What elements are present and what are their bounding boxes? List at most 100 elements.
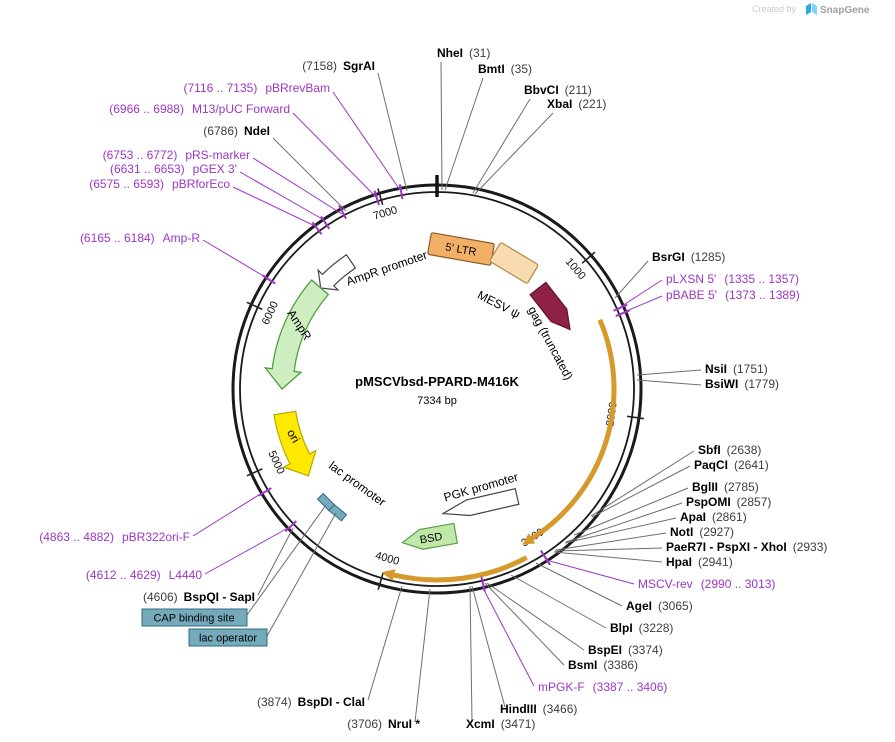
leader-sgrai — [377, 72, 408, 192]
site-label-bglii[interactable]: BglII (2785) — [692, 480, 759, 494]
leader-bmti — [444, 77, 484, 191]
site-label-bmti[interactable]: BmtI (35) — [478, 62, 532, 76]
primer-label-pbabe-5[interactable]: pBABE 5' (1373 .. 1389) — [666, 288, 800, 302]
tick-7000 — [377, 188, 384, 206]
lac-operator-label[interactable]: lac operator — [188, 628, 268, 647]
site-label-pspomi[interactable]: PspOMI (2857) — [686, 495, 771, 509]
feature-bsd[interactable]: BSD — [401, 522, 459, 552]
site-label-bbvci[interactable]: BbvCI (211) — [524, 83, 592, 97]
leader-amp-r — [202, 239, 268, 279]
site-label-bspei[interactable]: BspEI (3374) — [588, 643, 663, 657]
site-label-blpi[interactable]: BlpI (3228) — [610, 621, 673, 635]
site-label-paqci[interactable]: PaqCI (2641) — [694, 458, 769, 472]
primer-tick-m13-puc-forward — [373, 190, 380, 206]
tick-label-4000: 4000 — [374, 550, 401, 568]
feature-ori-arrow[interactable] — [273, 410, 317, 477]
feature-gag-arrow[interactable] — [529, 281, 578, 335]
primer-tick-mpgk-f — [480, 576, 486, 592]
leader-bglii — [573, 487, 689, 536]
site-label-bspdi-clai[interactable]: (3874) BspDI - ClaI — [257, 695, 365, 709]
feature-5ltr-box[interactable] — [427, 232, 495, 266]
leader-agei — [535, 562, 623, 607]
feature-ampr-promoter-label[interactable]: AmpR promoter — [344, 248, 429, 289]
snapgene-logo-right — [812, 3, 817, 15]
feature-ampr-arrow[interactable] — [263, 279, 330, 390]
leader-nsii — [636, 369, 702, 376]
site-label-bsrgi[interactable]: BsrGI (1285) — [652, 250, 725, 264]
leader-mscv-rev — [545, 559, 635, 585]
site-label-bspqi-sapi[interactable]: (4606) BspQI - SapI — [143, 590, 255, 604]
leader-blpi — [510, 574, 607, 629]
leader-nhei — [440, 61, 443, 191]
feature-mesv-box[interactable] — [489, 242, 539, 284]
primer-label-plxsn-5[interactable]: pLXSN 5' (1335 .. 1357) — [666, 272, 799, 286]
leader-xbai — [474, 112, 554, 195]
site-label-sbfi[interactable]: SbfI (2638) — [698, 443, 761, 457]
tick-1000 — [581, 251, 596, 264]
site-label-agei[interactable]: AgeI (3065) — [626, 599, 693, 613]
site-label-xcmi[interactable]: XcmI (3471) — [466, 717, 535, 731]
feature-ori-label[interactable]: ori — [284, 427, 303, 446]
leader-bsmi — [484, 582, 565, 666]
site-label-nrui[interactable]: (3706) NruI * — [347, 717, 420, 731]
watermark: Created by SnapGene — [752, 3, 870, 16]
leader-pspomi — [565, 502, 683, 543]
plasmid-title: pMSCVbsd-PPARD-M416K — [355, 374, 519, 389]
leader-l4440 — [204, 527, 289, 575]
feature-pgk-promoter[interactable] — [440, 487, 520, 522]
lac-operator-label-text: lac operator — [199, 633, 257, 645]
primer-label-mscv-rev[interactable]: MSCV-rev (2990 .. 3013) — [638, 577, 775, 591]
site-label-nhei[interactable]: NheI (31) — [437, 46, 490, 60]
site-label-hindiii[interactable]: HindIII (3466) — [500, 702, 577, 716]
feature-mesv-psi[interactable] — [489, 242, 539, 284]
feature-bsd-label: BSD — [419, 531, 443, 547]
primer-tick-prs-marker — [338, 205, 347, 220]
feature-gag[interactable] — [529, 281, 578, 335]
primer-label-mpgk-f[interactable]: mPGK-F (3387 .. 3406) — [538, 680, 667, 694]
tick-4000 — [377, 572, 384, 590]
feature-gene-arc-bottom[interactable] — [393, 555, 528, 583]
site-label-hpai[interactable]: HpaI (2941) — [666, 555, 733, 569]
feature-gene-arc-right-arrowhead — [522, 533, 536, 545]
site-label-ndei[interactable]: (6786) NdeI — [203, 124, 270, 138]
feature-lac-promoter-label[interactable]: lac promoter — [326, 458, 388, 509]
primer-label-pbrrevbam[interactable]: (7116 .. 7135) pBRrevBam — [183, 81, 330, 95]
primer-label-m13-puc-forward[interactable]: (6966 .. 6988) M13/pUC Forward — [109, 102, 290, 116]
feature-5ltr[interactable]: 5' LTR — [427, 232, 495, 266]
site-label-noti[interactable]: NotI (2927) — [670, 525, 734, 539]
site-label-xbai[interactable]: XbaI (221) — [547, 97, 606, 111]
cap-binding-site-label-bg[interactable] — [141, 608, 248, 627]
site-label-sgrai[interactable]: (7158) SgrAI — [302, 59, 375, 73]
primer-label-prs-marker[interactable]: (6753 .. 6772) pRS-marker — [103, 148, 250, 162]
site-label-bsiwi[interactable]: BsiWI (1779) — [705, 377, 779, 391]
primer-label-l4440[interactable]: (4612 .. 4629) L4440 — [86, 568, 202, 582]
site-label-nsii[interactable]: NsiI (1751) — [705, 362, 768, 376]
feature-pgk-promoter-arrow[interactable] — [440, 487, 520, 522]
snapgene-logo-left — [806, 3, 811, 15]
leader-apai — [564, 517, 677, 544]
primer-label-amp-r[interactable]: (6165 .. 6184) Amp-R — [80, 231, 200, 245]
cap-binding-site-label[interactable]: CAP binding site — [141, 608, 248, 627]
feature-gene-arc-right[interactable] — [530, 318, 617, 541]
primer-ticks — [257, 184, 630, 592]
primer-label-pgex-3[interactable]: (6631 .. 6653) pGEX 3' — [110, 162, 237, 176]
feature-5ltr-label: 5' LTR — [444, 241, 477, 258]
cap-site-box-rect[interactable] — [316, 492, 336, 512]
primer-label-pbr322ori-f[interactable]: (4863 .. 4882) pBR322ori-F — [39, 530, 190, 544]
site-label-apai[interactable]: ApaI (2861) — [680, 510, 747, 524]
site-label-bsmi[interactable]: BsmI (3386) — [568, 658, 638, 672]
feature-ampr-promoter-arrow[interactable] — [317, 253, 357, 291]
watermark-created-by: Created by — [752, 4, 797, 14]
site-label-paer7i-pspxi-xhoi[interactable]: PaeR7I - PspXI - XhoI (2933) — [666, 540, 827, 554]
leader-paqci — [591, 465, 691, 518]
feature-cap-site-box[interactable] — [316, 492, 336, 512]
primer-tick-pbabe-5 — [615, 309, 630, 318]
feature-bsd-arrow[interactable] — [401, 522, 459, 552]
primer-tick-pbrrevbam — [398, 184, 404, 200]
primer-label-pbrforeco[interactable]: (6575 .. 6593) pBRforEco — [89, 177, 230, 191]
leader-xcmi — [469, 585, 473, 723]
lac-operator-label-bg[interactable] — [188, 628, 268, 647]
feature-mesv-label[interactable]: MESV ψ — [475, 288, 522, 321]
